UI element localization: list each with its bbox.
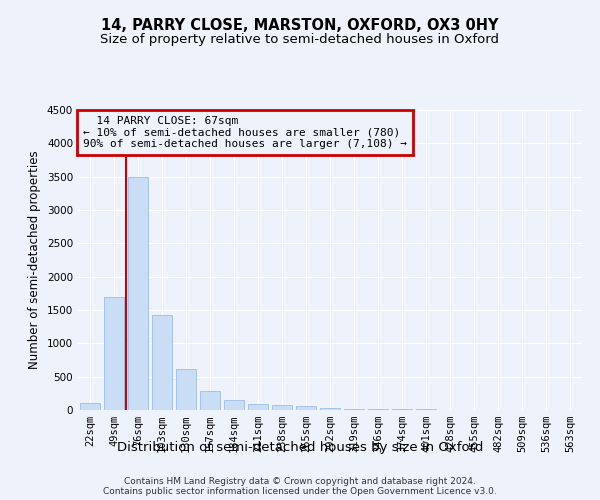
Bar — [200, 392, 220, 410]
Bar — [368, 409, 388, 410]
Y-axis label: Number of semi-detached properties: Number of semi-detached properties — [28, 150, 41, 370]
Bar — [152, 314, 172, 410]
Bar — [272, 404, 292, 410]
Text: Contains HM Land Registry data © Crown copyright and database right 2024.: Contains HM Land Registry data © Crown c… — [124, 476, 476, 486]
Bar — [104, 296, 124, 410]
Text: Contains public sector information licensed under the Open Government Licence v3: Contains public sector information licen… — [103, 486, 497, 496]
Bar — [296, 406, 316, 410]
Bar — [344, 408, 364, 410]
Text: 14, PARRY CLOSE, MARSTON, OXFORD, OX3 0HY: 14, PARRY CLOSE, MARSTON, OXFORD, OX3 0H… — [101, 18, 499, 32]
Text: 14 PARRY CLOSE: 67sqm
← 10% of semi-detached houses are smaller (780)
90% of sem: 14 PARRY CLOSE: 67sqm ← 10% of semi-deta… — [83, 116, 407, 149]
Bar — [320, 408, 340, 410]
Text: Size of property relative to semi-detached houses in Oxford: Size of property relative to semi-detach… — [101, 32, 499, 46]
Bar — [248, 404, 268, 410]
Bar — [80, 404, 100, 410]
Text: Distribution of semi-detached houses by size in Oxford: Distribution of semi-detached houses by … — [117, 441, 483, 454]
Bar — [224, 400, 244, 410]
Bar — [176, 368, 196, 410]
Bar — [128, 176, 148, 410]
